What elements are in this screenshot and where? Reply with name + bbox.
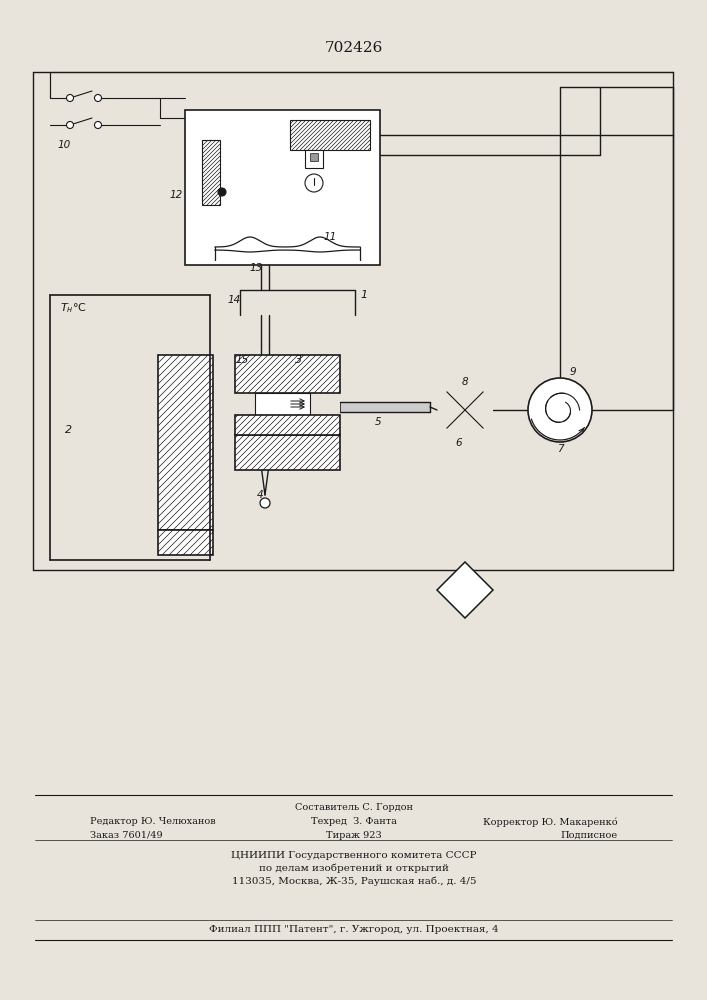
Text: Филиал ППП "Патент", г. Ужгород, ул. Проектная, 4: Филиал ППП "Патент", г. Ужгород, ул. Про…: [209, 926, 499, 934]
Bar: [305, 150, 323, 168]
Text: Составитель С. Гордон: Составитель С. Гордон: [295, 804, 413, 812]
Text: 4: 4: [257, 490, 263, 500]
Bar: [235, 435, 340, 470]
Circle shape: [66, 121, 74, 128]
Text: 7: 7: [556, 444, 563, 454]
Bar: [185, 110, 380, 265]
Text: 14: 14: [228, 295, 241, 305]
Text: 5: 5: [375, 417, 382, 427]
Text: Техред  З. Фанта: Техред З. Фанта: [311, 818, 397, 826]
Text: 3: 3: [295, 355, 302, 365]
Text: Заказ 7601/49: Заказ 7601/49: [90, 830, 163, 840]
Text: 2: 2: [65, 425, 72, 435]
Text: 9: 9: [570, 367, 577, 377]
Circle shape: [218, 188, 226, 196]
Circle shape: [95, 121, 102, 128]
Bar: [290, 120, 370, 150]
Text: ЦНИИПИ Государственного комитета СССР: ЦНИИПИ Государственного комитета СССР: [231, 850, 477, 859]
Text: 15: 15: [236, 355, 250, 365]
Text: Подписное: Подписное: [561, 830, 618, 840]
Text: 11: 11: [323, 232, 337, 242]
Polygon shape: [437, 562, 493, 618]
Text: 113035, Москва, Ж-35, Раушская наб., д. 4/5: 113035, Москва, Ж-35, Раушская наб., д. …: [232, 876, 477, 886]
Text: Редактор Ю. Челюханов: Редактор Ю. Челюханов: [90, 818, 216, 826]
Circle shape: [528, 378, 592, 442]
Text: 12: 12: [170, 190, 183, 200]
Text: 8: 8: [462, 377, 469, 387]
Bar: [310, 153, 318, 161]
Bar: [235, 355, 340, 393]
Bar: [235, 415, 340, 435]
Bar: [202, 140, 220, 205]
Circle shape: [95, 95, 102, 102]
Bar: [340, 402, 430, 412]
Bar: [158, 355, 213, 530]
Text: 10: 10: [58, 140, 71, 150]
Text: $T_н$°C: $T_н$°C: [60, 301, 87, 315]
Text: Корректор Ю. Макаренко́: Корректор Ю. Макаренко́: [484, 817, 618, 827]
Text: 1: 1: [360, 290, 367, 300]
Text: Тираж 923: Тираж 923: [326, 830, 382, 840]
Circle shape: [305, 174, 323, 192]
Text: 6: 6: [455, 438, 462, 448]
Circle shape: [260, 498, 270, 508]
Text: 702426: 702426: [325, 41, 383, 55]
Bar: [158, 530, 213, 555]
Circle shape: [66, 95, 74, 102]
Text: 13: 13: [250, 263, 263, 273]
Text: по делам изобретений и открытий: по делам изобретений и открытий: [259, 863, 449, 873]
Bar: [255, 393, 310, 415]
